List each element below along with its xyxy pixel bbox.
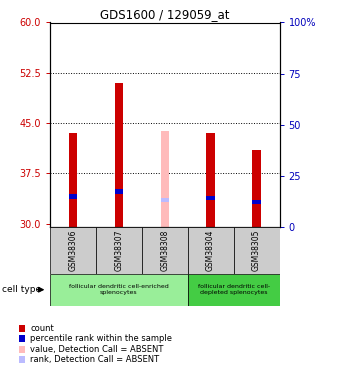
Bar bbox=[50, 227, 96, 274]
Bar bbox=[234, 227, 280, 274]
Text: GSM38305: GSM38305 bbox=[252, 230, 261, 271]
Bar bbox=[252, 200, 261, 204]
Text: rank, Detection Call = ABSENT: rank, Detection Call = ABSENT bbox=[30, 355, 159, 364]
Bar bbox=[206, 133, 215, 227]
Bar bbox=[188, 227, 234, 274]
Bar bbox=[96, 227, 142, 274]
Bar bbox=[206, 196, 215, 200]
Bar bbox=[252, 150, 261, 227]
Text: GSM38306: GSM38306 bbox=[68, 230, 77, 271]
Bar bbox=[142, 227, 188, 274]
Bar bbox=[115, 189, 123, 194]
Bar bbox=[50, 274, 188, 306]
Text: percentile rank within the sample: percentile rank within the sample bbox=[30, 334, 172, 343]
Text: GSM38304: GSM38304 bbox=[206, 230, 215, 271]
Title: GDS1600 / 129059_at: GDS1600 / 129059_at bbox=[100, 8, 229, 21]
Bar bbox=[188, 274, 280, 306]
Bar bbox=[115, 83, 123, 227]
Text: cell type: cell type bbox=[2, 285, 41, 294]
Text: follicular dendritic cell-
depleted splenocytes: follicular dendritic cell- depleted sple… bbox=[198, 284, 270, 295]
Text: count: count bbox=[30, 324, 54, 333]
Text: follicular dendritic cell-enriched
splenocytes: follicular dendritic cell-enriched splen… bbox=[69, 284, 168, 295]
Text: value, Detection Call = ABSENT: value, Detection Call = ABSENT bbox=[30, 345, 164, 354]
Bar bbox=[161, 131, 169, 227]
Text: GSM38307: GSM38307 bbox=[114, 230, 123, 271]
Bar bbox=[69, 133, 77, 227]
Text: GSM38308: GSM38308 bbox=[160, 230, 169, 271]
Bar bbox=[161, 198, 169, 202]
Bar bbox=[69, 194, 77, 199]
